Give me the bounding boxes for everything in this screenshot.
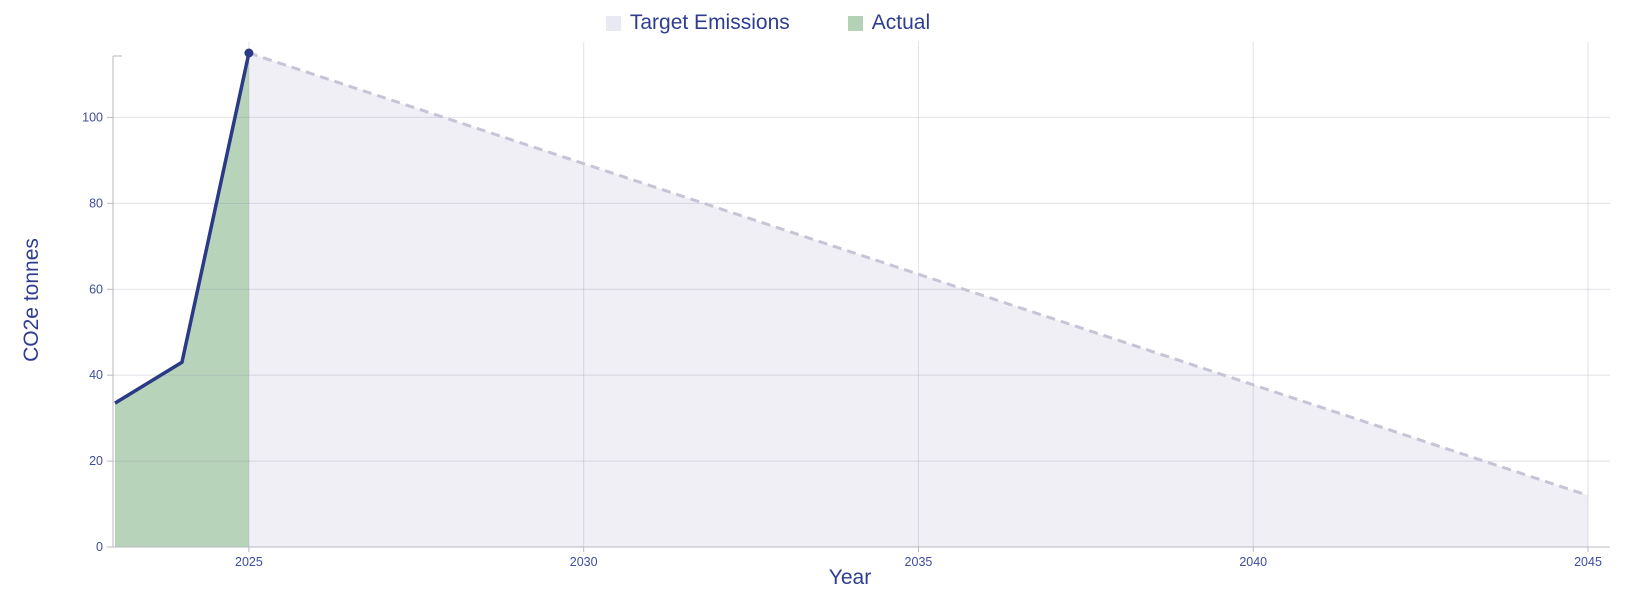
y-tick-label-20: 20: [89, 454, 103, 468]
actual-swatch-icon: [847, 15, 863, 31]
y-tick-label-40: 40: [89, 368, 103, 382]
x-tick-label-2040: 2040: [1239, 555, 1267, 569]
legend-label-actual: Actual: [871, 11, 931, 34]
y-tick-label-60: 60: [89, 282, 103, 296]
target-emissions-swatch-icon: [605, 15, 621, 31]
legend-item-target-emissions[interactable]: Target Emissions: [605, 11, 790, 35]
actual-last-point-marker[interactable]: [244, 48, 254, 58]
legend-label-target-emissions: Target Emissions: [629, 11, 790, 34]
y-tick-label-0: 0: [96, 540, 103, 554]
x-axis-title: Year: [828, 566, 872, 589]
legend-item-actual[interactable]: Actual: [847, 11, 931, 35]
chart-legend: Target Emissions Actual: [0, 11, 1581, 35]
x-tick-label-2045: 2045: [1574, 555, 1602, 569]
y-tick-label-100: 100: [82, 110, 103, 124]
actual-area: [115, 53, 249, 547]
x-tick-label-2025: 2025: [235, 555, 263, 569]
x-tick-label-2035: 2035: [905, 555, 933, 569]
target-emissions-area: [248, 53, 1589, 547]
actual-line: [114, 52, 251, 405]
target-emissions-line: [248, 51, 1589, 497]
x-tick-label-2030: 2030: [570, 555, 598, 569]
y-tick-label-80: 80: [89, 196, 103, 210]
